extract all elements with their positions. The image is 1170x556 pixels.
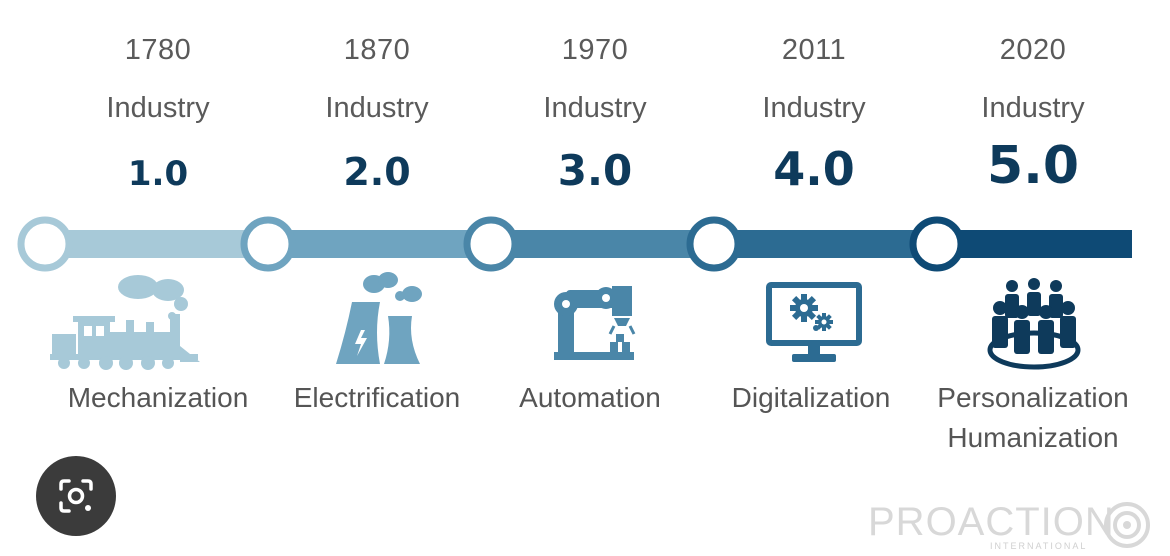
stage-year: 1780 (124, 34, 192, 66)
timeline-node-4 (686, 216, 742, 272)
timeline-bar (17, 216, 1132, 272)
stage-1: 1780 Industry 1.0 Mechanization (38, 0, 278, 460)
people-group-icon (987, 278, 1081, 370)
stage-industry: Industry (543, 92, 647, 124)
steam-train-icon (50, 275, 200, 370)
stage-year: 1970 (561, 34, 629, 66)
stage-4: 2011 Industry 4.0 Digitalization (694, 0, 934, 460)
stage-industry: Industry (325, 92, 429, 124)
stage-label: Automation (519, 382, 661, 413)
stage-year: 2011 (781, 34, 847, 66)
timeline-node-5 (909, 216, 965, 272)
lens-search-button[interactable] (36, 456, 116, 536)
stage-version: 3.0 (557, 146, 633, 195)
proaction-logo-subtext: INTERNATIONAL (990, 541, 1088, 551)
stage-label: Personalization (937, 382, 1129, 413)
proaction-logo: PROACTION (868, 500, 1115, 544)
timeline-segment-2 (268, 230, 494, 258)
timeline-node-3 (463, 216, 519, 272)
proaction-logo-mark (1104, 502, 1150, 548)
stage-industry: Industry (762, 92, 866, 124)
lens-camera-icon (59, 479, 93, 513)
timeline-segment-3 (491, 230, 717, 258)
stage-year: 2020 (999, 34, 1067, 66)
stage-version: 4.0 (773, 142, 855, 196)
robot-arm-icon (554, 286, 636, 360)
stage-3: 1970 Industry 3.0 Automation (475, 0, 715, 460)
stage-label: Digitalization (731, 382, 891, 413)
stage-industry: Industry (981, 92, 1085, 124)
timeline-node-2 (240, 216, 296, 272)
computer-gears-icon (766, 282, 862, 362)
stage-year: 1870 (343, 34, 411, 66)
timeline-segment-5 (937, 230, 1132, 258)
stage-label: Electrification (293, 382, 461, 413)
stage-2: 1870 Industry 2.0 Electrification (257, 0, 497, 460)
timeline-segment-1 (45, 230, 271, 258)
stage-label-container: Personalization Humanization (913, 378, 1153, 458)
stage-version: 1.0 (127, 154, 189, 194)
stage-label: Mechanization (67, 382, 249, 413)
power-plant-icon (336, 272, 422, 364)
stage-version: 5.0 (986, 136, 1080, 196)
timeline-node-1 (17, 216, 73, 272)
stage-version: 2.0 (343, 150, 411, 194)
stage-5: 2020 Industry 5.0 Personalization Humani… (913, 0, 1153, 470)
stage-label-secondary: Humanization (947, 422, 1119, 453)
timeline-segment-4 (714, 230, 940, 258)
stage-industry: Industry (106, 92, 210, 124)
